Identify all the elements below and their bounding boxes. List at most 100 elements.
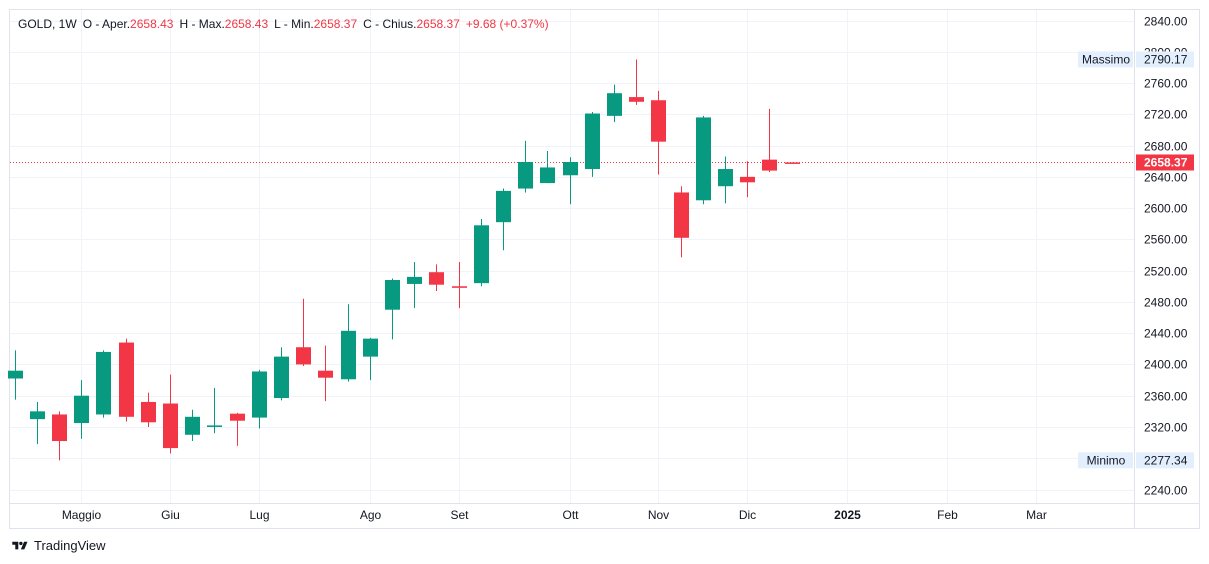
candle-up: [563, 157, 578, 205]
candle-body: [785, 162, 800, 164]
axis-layer: 2240.002280.002320.002360.002400.002440.…: [10, 10, 1199, 528]
candle-down: [141, 392, 156, 427]
tradingview-logo-icon: [12, 541, 28, 549]
candle-layer: [8, 59, 800, 461]
candle-down: [674, 186, 689, 258]
y-tick-label: 2440.00: [1144, 327, 1188, 341]
close-value: 2658.37: [416, 17, 460, 31]
candle-body: [407, 276, 422, 284]
candle-down: [230, 412, 245, 446]
candle-body: [119, 342, 134, 417]
candle-down: [52, 411, 67, 461]
candle-down: [762, 108, 777, 173]
candle-up: [96, 350, 111, 418]
candle-up: [474, 219, 489, 287]
max-price-tag-bg: [1136, 51, 1194, 68]
candle-down: [163, 374, 178, 454]
candle-body: [540, 167, 555, 184]
min-price-tag-bg: [1136, 452, 1194, 469]
candle-body: [429, 272, 444, 285]
candle-body: [585, 113, 600, 170]
x-tick-label: Mar: [1026, 508, 1047, 522]
max-price-tag: 2790.17: [1144, 52, 1188, 66]
candle-body: [518, 161, 533, 189]
ohlc-legend: GOLD, 1W O - Aper.2658.43 H - Max.2658.43 L…: [18, 17, 549, 31]
tradingview-branding[interactable]: TradingView: [10, 538, 106, 553]
grid-layer: [10, 10, 1134, 503]
candle-body: [8, 370, 23, 379]
candle-body: [740, 176, 755, 183]
candle-up: [207, 387, 222, 434]
y-tick-label: 2560.00: [1144, 233, 1188, 247]
chart-frame[interactable]: [9, 9, 1200, 529]
candle-body: [363, 338, 378, 357]
candle-down: [429, 264, 444, 291]
candle-up: [696, 115, 711, 205]
x-tick-label: 2025: [834, 508, 861, 522]
candle-body: [607, 93, 622, 116]
candle-up: [718, 156, 733, 204]
x-tick-label: Nov: [648, 508, 669, 522]
candle-up: [585, 111, 600, 177]
y-tick-label: 2840.00: [1144, 15, 1188, 29]
candle-up: [363, 337, 378, 381]
candle-up: [496, 188, 511, 251]
candle-body: [762, 159, 777, 171]
y-tick-label: 2520.00: [1144, 265, 1188, 279]
open-label: O - Aper.: [82, 17, 131, 31]
candle-up: [607, 84, 622, 123]
low-label: L - Min.: [274, 17, 314, 31]
x-tick-label: Dic: [739, 508, 756, 522]
candle-body: [563, 161, 578, 176]
x-tick-label: Maggio: [62, 508, 102, 522]
candle-body: [318, 370, 333, 378]
x-tick-label: Ago: [360, 508, 382, 522]
x-tick-label: Giu: [161, 508, 180, 522]
open-value: 2658.43: [130, 17, 174, 31]
close-label: C - Chius.: [363, 17, 417, 31]
y-tick-label: 2240.00: [1144, 484, 1188, 498]
candle-up: [8, 350, 23, 400]
y-tick-label: 2720.00: [1144, 108, 1188, 122]
candle-body: [452, 286, 467, 288]
candle-body: [696, 117, 711, 201]
candle-body: [496, 190, 511, 223]
candle-body: [718, 169, 733, 187]
candle-up: [407, 262, 422, 309]
candle-body: [185, 416, 200, 435]
min-price-tag-caption-bg: [1078, 452, 1133, 469]
last-price-tag: 2658.37: [1144, 155, 1188, 169]
candle-down: [629, 59, 644, 105]
candle-up: [385, 278, 400, 340]
y-tick-label: 2480.00: [1144, 296, 1188, 310]
low-value: 2658.37: [313, 17, 358, 31]
high-label: H - Max.: [179, 17, 225, 31]
candle-up: [540, 151, 555, 184]
candle-body: [341, 330, 356, 380]
brand-name: TradingView: [34, 538, 106, 553]
candle-body: [252, 371, 267, 418]
y-tick-label: 2400.00: [1144, 358, 1188, 372]
x-tick-label: Feb: [937, 508, 958, 522]
min-price-tag-caption: Minimo: [1087, 453, 1126, 467]
candle-body: [629, 97, 644, 102]
symbol-interval[interactable]: GOLD, 1W: [18, 17, 77, 31]
candle-body: [96, 351, 111, 415]
candle-up: [30, 401, 45, 445]
x-tick-label: Set: [450, 508, 469, 522]
y-tick-label: 2760.00: [1144, 77, 1188, 91]
candle-body: [207, 425, 222, 427]
candle-down: [318, 345, 333, 402]
candle-body: [74, 395, 89, 424]
candle-up: [252, 369, 267, 429]
candle-up: [185, 409, 200, 442]
max-price-tag-caption: Massimo: [1082, 52, 1130, 66]
candle-down: [740, 161, 755, 198]
candle-down: [651, 90, 666, 175]
candle-up: [518, 140, 533, 193]
candle-down: [296, 298, 311, 366]
candle-down: [785, 162, 800, 164]
y-tick-label: 2600.00: [1144, 202, 1188, 216]
candle-body: [163, 403, 178, 449]
